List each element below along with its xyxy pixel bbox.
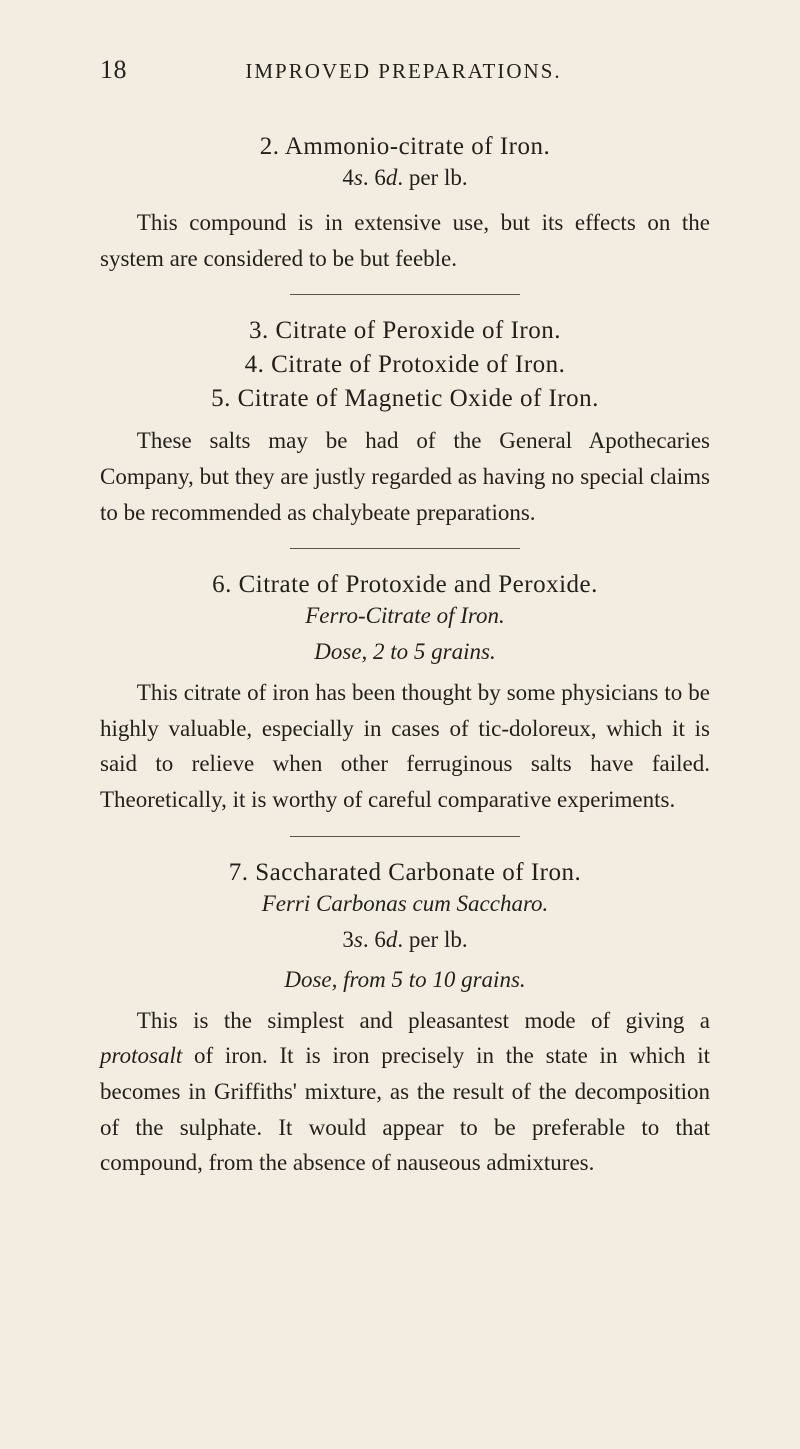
- price-d: d: [386, 165, 398, 190]
- dose-label: Dose, from: [284, 967, 385, 992]
- page-header: 18 IMPROVED PREPARATIONS.: [100, 55, 710, 85]
- dose-rest-text: 2 to 5 grains.: [367, 639, 495, 664]
- price-prefix: 4: [342, 165, 354, 190]
- section-title-3: 3. Citrate of Peroxide of Iron.: [100, 317, 710, 345]
- page-number: 18: [100, 55, 127, 85]
- dose-line-6: Dose, 2 to 5 grains.: [100, 639, 710, 665]
- dose-line-7: Dose, from 5 to 10 grains.: [100, 967, 710, 993]
- page: 18 IMPROVED PREPARATIONS. 2. Ammonio-cit…: [0, 0, 800, 1449]
- price-suffix: . per lb.: [397, 165, 467, 190]
- running-title: IMPROVED PREPARATIONS.: [127, 59, 710, 84]
- latin-line-7: Ferri Carbonas cum Saccharo.: [100, 891, 710, 917]
- divider: [290, 548, 520, 549]
- body-post: of iron. It is iron precisely in the sta…: [100, 1043, 710, 1175]
- body-paragraph-6: This citrate of iron has been thought by…: [100, 675, 710, 818]
- price-s: s: [354, 165, 363, 190]
- body-pre: This is the simplest and pleasantest mod…: [137, 1008, 710, 1033]
- divider: [290, 294, 520, 295]
- dose-label: Dose,: [314, 639, 367, 664]
- price-line-2: 4s. 6d. per lb.: [100, 165, 710, 191]
- body-italic-word: protosalt: [100, 1043, 182, 1068]
- section-title-5: 5. Citrate of Magnetic Oxide of Iron.: [100, 385, 710, 413]
- price-mid: . 6: [363, 927, 386, 952]
- section-title-6: 6. Citrate of Protoxide and Peroxide.: [100, 571, 710, 599]
- price-d: d: [386, 927, 398, 952]
- latin-line-6: Ferro-Citrate of Iron.: [100, 603, 710, 629]
- divider: [290, 836, 520, 837]
- price-prefix: 3: [342, 927, 354, 952]
- price-suffix: . per lb.: [397, 927, 467, 952]
- body-paragraph-7: This is the simplest and pleasantest mod…: [100, 1003, 710, 1181]
- section-title-4: 4. Citrate of Protoxide of Iron.: [100, 351, 710, 379]
- price-mid: . 6: [363, 165, 386, 190]
- section-title-7: 7. Saccharated Carbonate of Iron.: [100, 859, 710, 887]
- dose-rest: 2 to 5 grains.: [367, 639, 495, 664]
- section-title-2: 2. Ammonio-citrate of Iron.: [100, 133, 710, 161]
- dose-rest: 5 to 10 grains.: [386, 967, 526, 992]
- body-paragraph-345: These salts may be had of the General Ap…: [100, 423, 710, 530]
- body-paragraph-2: This compound is in extensive use, but i…: [100, 205, 710, 276]
- price-s: s: [354, 927, 363, 952]
- price-line-7: 3s. 6d. per lb.: [100, 927, 710, 953]
